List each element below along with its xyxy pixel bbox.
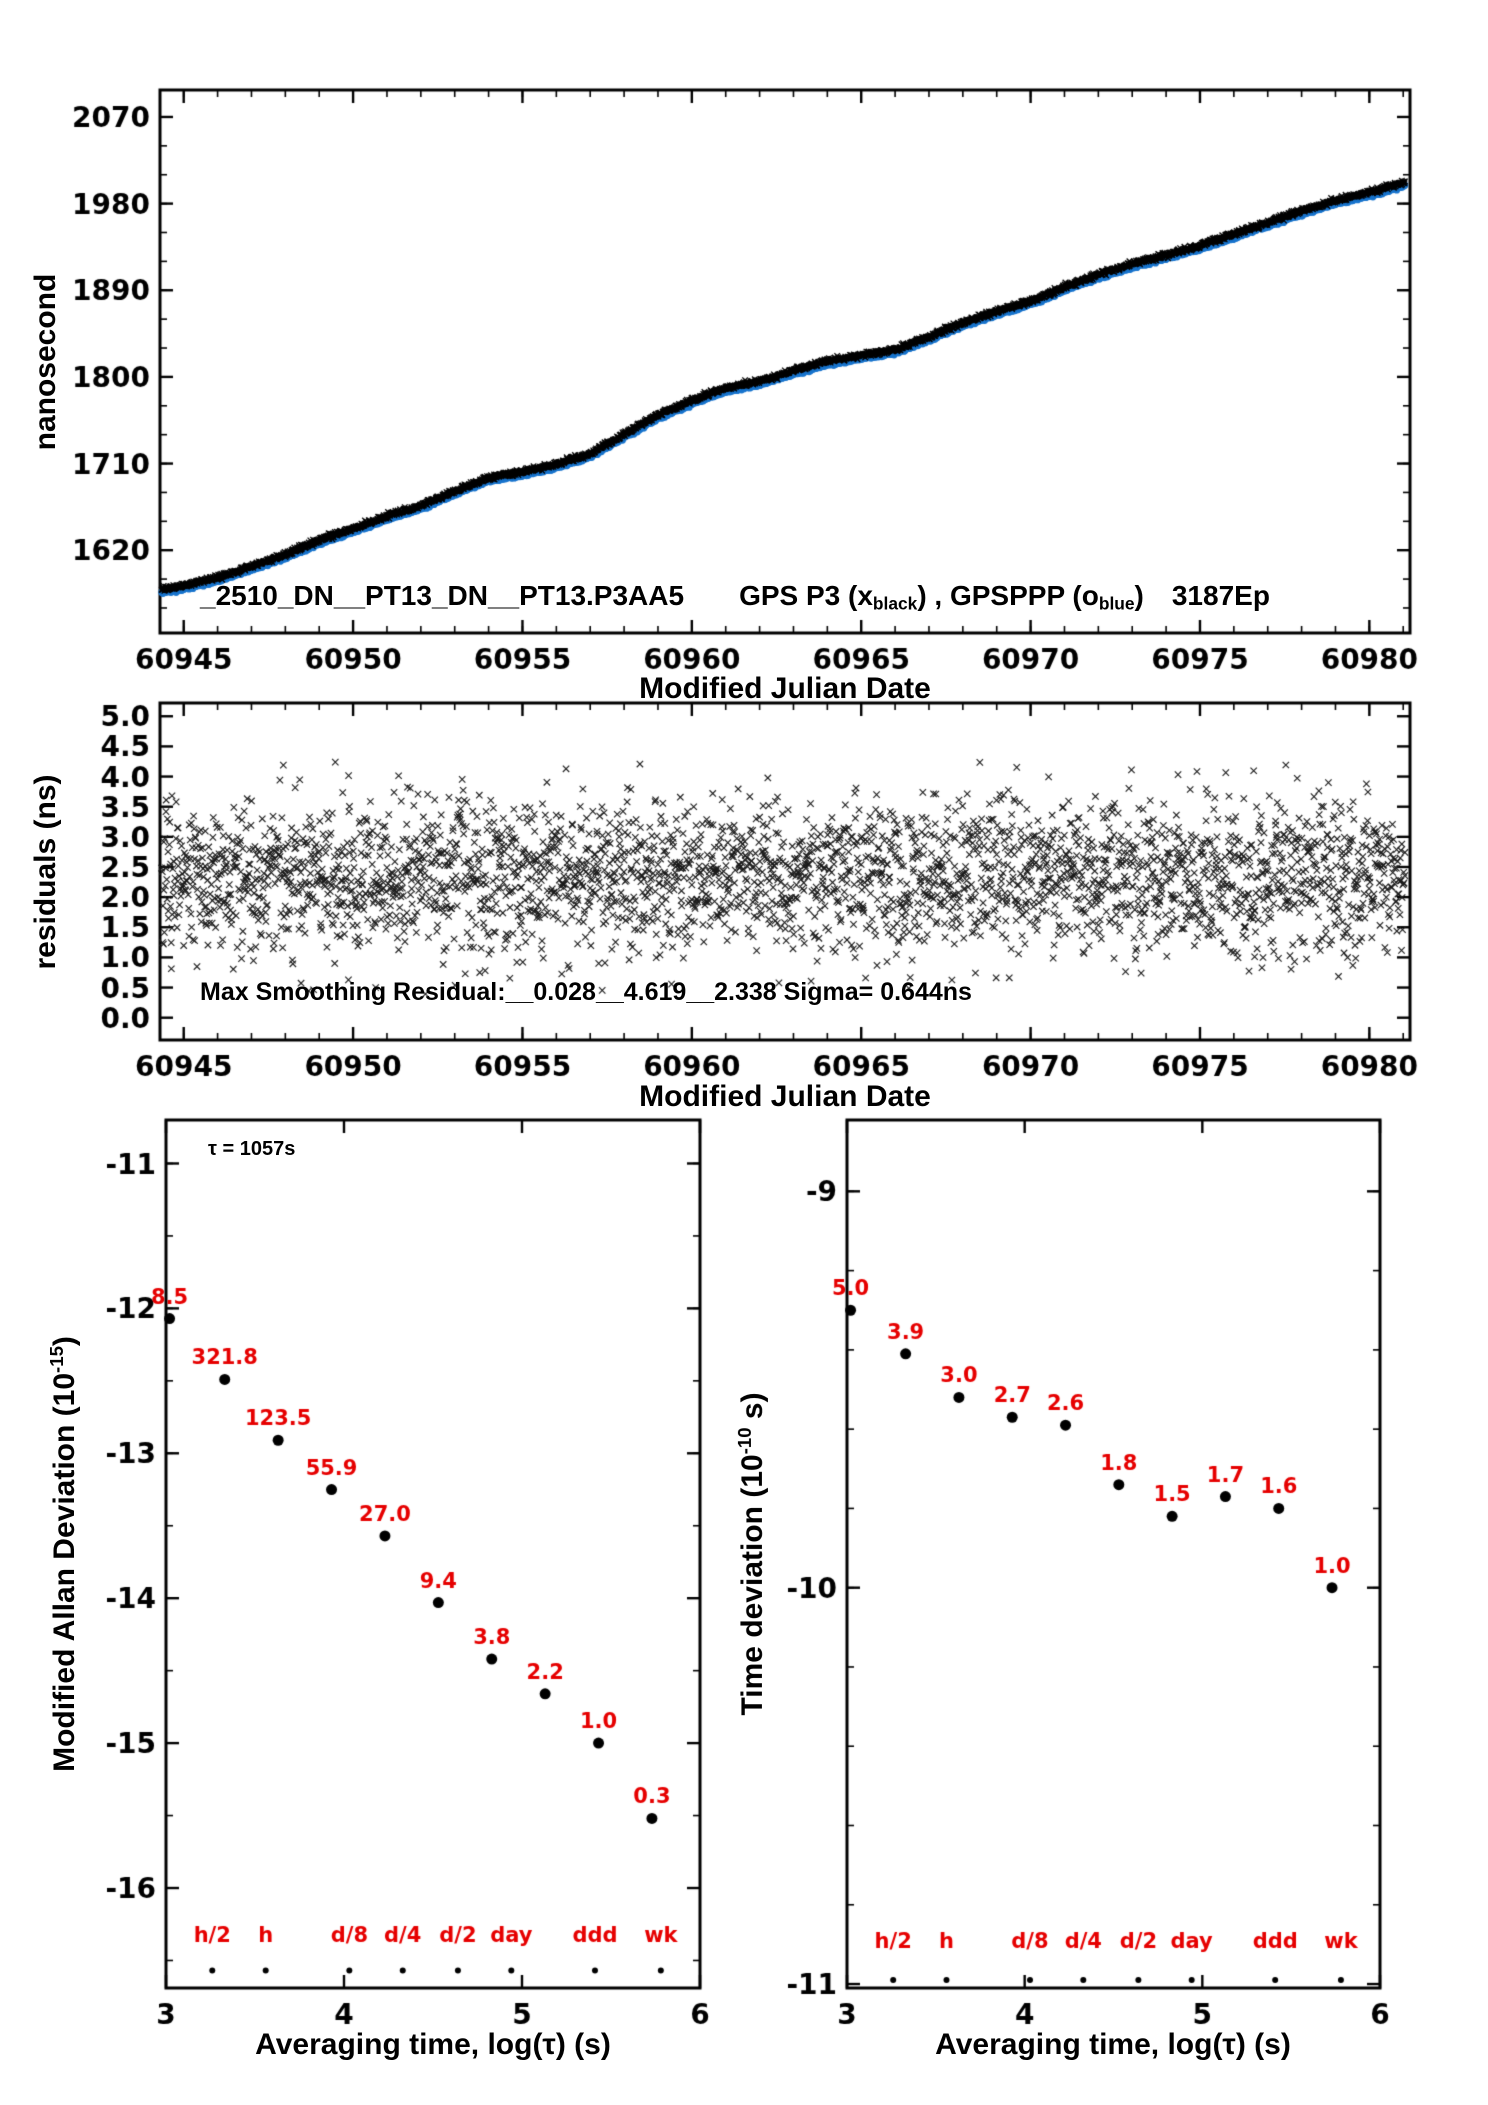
mdev-label-text: Modified Allan Deviation (10 <box>48 1372 82 1772</box>
series1-label: GPS P3 (x <box>739 580 873 611</box>
x-axis-label-averaging-left: Averaging time, log(τ) (s) <box>255 2028 611 2061</box>
y-axis-label-nanosecond: nanosecond <box>29 273 62 451</box>
mdev-label-exponent: -15 <box>45 1346 67 1373</box>
tdev-label-exponent: -10 <box>733 1427 755 1455</box>
y-axis-label-mdev: Modified Allan Deviation (10-15) <box>46 1336 82 1772</box>
mdev-label-close: ) <box>48 1336 82 1347</box>
y-axis-label-residuals: residuals (ns) <box>29 774 62 970</box>
x-axis-label-mjd-middle: Modified Julian Date <box>639 1080 931 1113</box>
x-axis-label-averaging-right: Averaging time, log(τ) (s) <box>935 2028 1291 2061</box>
phase-plot-title: _2510_DN__PT13_DN__PT13.P3AA5 GPS P3 (xbl… <box>200 580 1270 614</box>
tdev-label-text: Time deviation (10 <box>736 1454 770 1716</box>
series2-subscript: blue <box>1098 593 1135 614</box>
series2-close: ) <box>1134 580 1144 611</box>
x-axis-label-mjd-top: Modified Julian Date <box>639 672 931 705</box>
series1-subscript: black <box>872 593 918 614</box>
epoch-count-label: 3187Ep <box>1171 580 1270 611</box>
tdev-label-close: s) <box>736 1392 770 1428</box>
tau-annotation: τ = 1057s <box>208 1138 296 1160</box>
series-separator: ) , GPSPPP (o <box>917 580 1099 611</box>
max-smoothing-residual-annotation: Max Smoothing Residual:__0.028__4.619__2… <box>200 978 972 1006</box>
file-id: _2510_DN__PT13_DN__PT13.P3AA5 <box>200 580 685 611</box>
y-axis-label-tdev: Time deviation (10-10 s) <box>734 1392 770 1715</box>
